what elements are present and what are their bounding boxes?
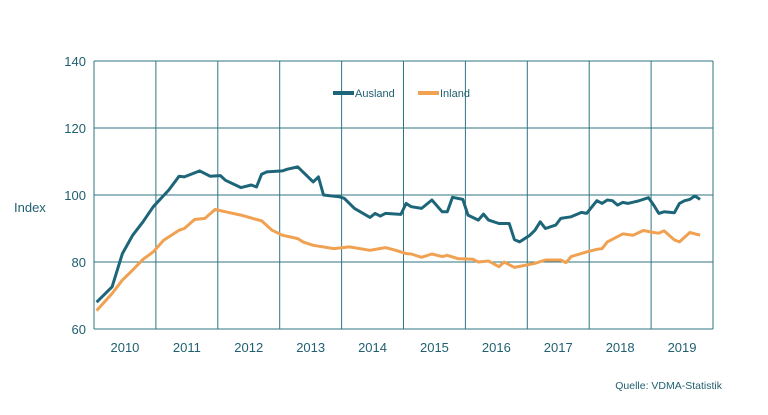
legend-label-inland: Inland [440, 88, 470, 100]
x-tick-label: 2012 [234, 340, 263, 355]
x-tick-label: 2017 [544, 340, 573, 355]
series-line-inland [95, 207, 701, 312]
x-tick-label: 2016 [482, 340, 511, 355]
y-axis-label: Index [14, 200, 46, 215]
legend-label-ausland: Ausland [355, 88, 395, 100]
y-tick-labels: 60 80 100 120 140 [64, 54, 86, 337]
x-tick-label: 2011 [173, 340, 201, 355]
y-tick-label: 120 [64, 121, 86, 136]
x-tick-label: 2015 [420, 340, 449, 355]
x-tick-labels: 2010 2011 2012 2013 2014 2015 2016 2017 2018 2019 [110, 340, 696, 355]
x-tick-label: 2010 [110, 340, 139, 355]
source-note: Quelle: VDMA-Statistik [615, 380, 723, 392]
y-tick-label: 100 [64, 188, 86, 203]
series-lines [95, 165, 701, 312]
y-tick-label: 80 [72, 255, 86, 270]
grid [93, 60, 714, 330]
x-tick-label: 2018 [606, 340, 635, 355]
x-tick-label: 2019 [668, 340, 697, 355]
y-tick-label: 140 [64, 54, 86, 69]
y-tick-label: 60 [72, 322, 86, 337]
x-tick-label: 2014 [358, 340, 387, 355]
series-line-ausland [95, 165, 701, 304]
x-tick-label: 2013 [296, 340, 325, 355]
legend: Ausland Inland [333, 88, 470, 100]
